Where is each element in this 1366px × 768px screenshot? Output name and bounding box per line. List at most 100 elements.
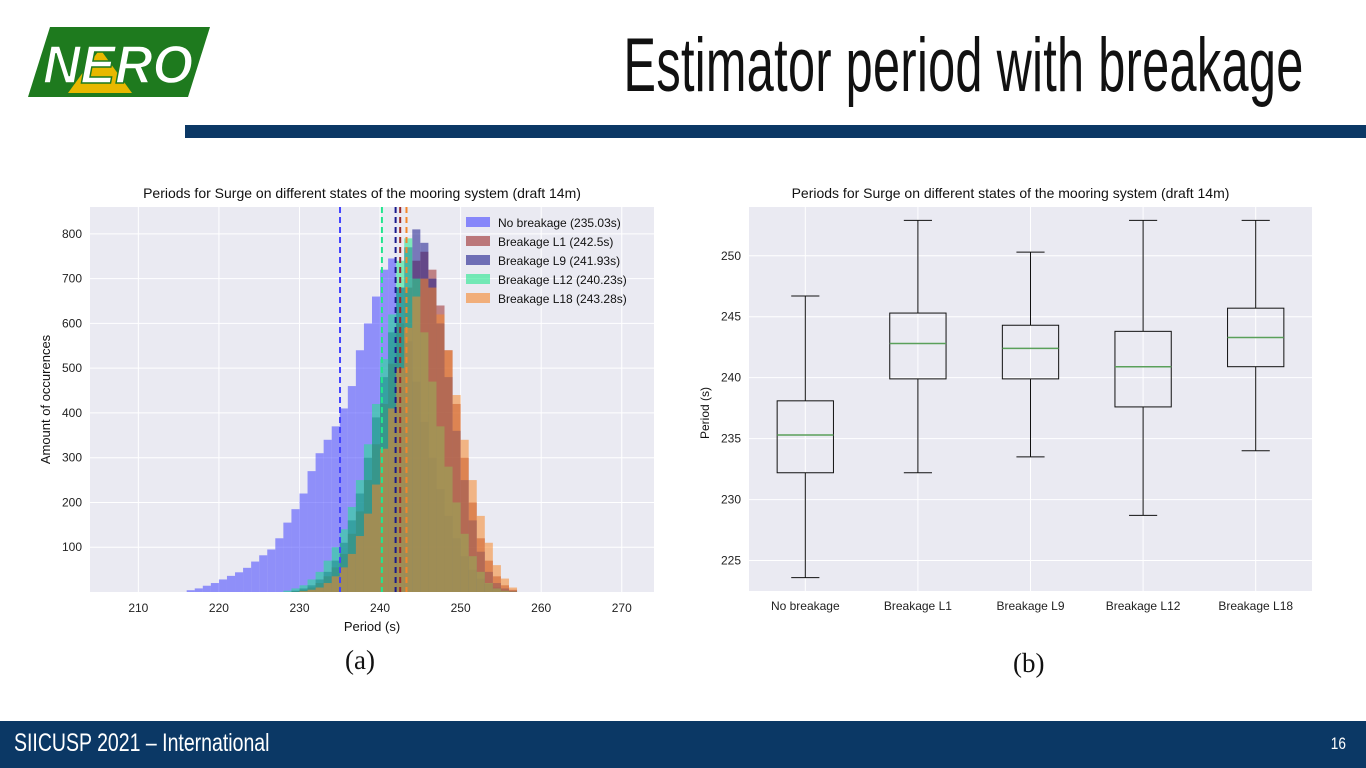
legend-label: Breakage L12 (240.23s) [498, 273, 627, 287]
x-tick-label: 250 [451, 601, 471, 615]
y-tick-label: 230 [721, 493, 741, 507]
chart-title: Periods for Surge on different states of… [143, 185, 581, 201]
histogram-bar [283, 522, 292, 592]
y-tick-label: 235 [721, 432, 741, 446]
legend-swatch [466, 217, 490, 227]
boxplot-chart: No breakage Breakage L1 Breakage L9 Breakag… [698, 185, 1312, 613]
legend-label: No breakage (235.03s) [498, 216, 621, 230]
slide-title: Estimator period with breakage [623, 23, 1304, 108]
histogram-bar [323, 583, 332, 592]
histogram-bar [331, 576, 340, 592]
histogram-bar [420, 278, 429, 592]
histogram-bar [291, 509, 300, 592]
legend-swatch [466, 274, 490, 284]
histogram-bar [380, 448, 389, 592]
histogram-bar [404, 327, 413, 592]
y-axis-label: Period (s) [698, 387, 712, 439]
legend-label: Breakage L1 (242.5s) [498, 235, 613, 249]
histogram-bar [363, 513, 372, 592]
histogram-bar [243, 567, 252, 592]
x-axis-label: Period (s) [344, 619, 400, 634]
y-tick-label: 100 [62, 540, 82, 554]
y-tick-label: 250 [721, 249, 741, 263]
box-iqr [1114, 330, 1172, 408]
histogram-bar [323, 439, 332, 592]
histogram-bar [315, 453, 324, 592]
legend-swatch [466, 293, 490, 303]
x-tick-label: 220 [209, 601, 229, 615]
histogram-bar [460, 439, 469, 592]
histogram-bar [299, 493, 308, 592]
histogram-bar [259, 555, 268, 592]
histogram-bar [347, 506, 356, 592]
histogram-bar [347, 386, 356, 592]
histogram-bar [476, 515, 485, 592]
histogram-bar [500, 578, 509, 592]
footer-conference: SIICUSP 2021 – International [14, 729, 270, 757]
x-tick-label: 270 [612, 601, 632, 615]
x-tick-label: Breakage L12 [1106, 599, 1181, 613]
histogram-bar [331, 547, 340, 592]
histogram-bar [275, 538, 284, 592]
histogram-bar [339, 567, 348, 592]
histogram-bar [339, 529, 348, 592]
histogram-bar [428, 287, 437, 592]
histogram-bar [267, 549, 276, 592]
x-tick-label: Breakage L1 [884, 599, 952, 613]
histogram-bar [484, 542, 493, 592]
legend-label: Breakage L9 (241.93s) [498, 254, 620, 268]
histogram-bar [339, 408, 348, 592]
histogram-chart: 210 220 230 240 250 260 270 100 200 300 400 500 600 7… [38, 185, 654, 634]
histogram-bar [492, 565, 501, 592]
page-number: 16 [1330, 734, 1346, 753]
logo-background [28, 27, 210, 97]
x-tick-label: Breakage L9 [996, 599, 1064, 613]
box-iqr [1001, 324, 1060, 380]
histogram-bar [210, 583, 219, 592]
histogram-bar [436, 314, 445, 592]
histogram-bar [235, 572, 244, 592]
y-axis-label: Amount of occurences [38, 334, 53, 464]
histogram-bar [299, 585, 308, 592]
legend-swatch [466, 255, 490, 265]
histogram-bar [388, 408, 397, 592]
histogram-bar [444, 350, 453, 592]
histogram-bar [468, 480, 477, 592]
histogram-bar [194, 588, 203, 592]
histogram-bar [307, 589, 316, 592]
x-tick-label: Breakage L18 [1218, 599, 1293, 613]
box-iqr [889, 312, 947, 380]
histogram-bar [283, 590, 292, 592]
panel-label-b: (b) [1013, 648, 1045, 678]
histogram-bar [508, 587, 518, 592]
histogram-bar [251, 561, 260, 592]
y-tick-label: 600 [62, 316, 82, 330]
histogram-bar [315, 587, 324, 592]
histogram-bar [452, 395, 461, 592]
footer-bar: SIICUSP 2021 – International 16 [0, 721, 1366, 768]
histogram-bar [372, 484, 381, 592]
x-tick-label: 210 [128, 601, 148, 615]
x-tick-label: 260 [531, 601, 551, 615]
y-tick-label: 245 [721, 310, 741, 324]
x-tick-label: 240 [370, 601, 390, 615]
histogram-bar [299, 591, 308, 592]
histogram-bar [291, 588, 300, 592]
y-tick-label: 200 [62, 495, 82, 509]
x-tick-label: 230 [289, 601, 309, 615]
y-tick-label: 300 [62, 451, 82, 465]
histogram-bar [186, 590, 195, 592]
histogram-bar [412, 296, 421, 592]
histogram-bar [202, 585, 211, 592]
y-tick-label: 800 [62, 227, 82, 241]
y-tick-label: 240 [721, 371, 741, 385]
histogram-bar [347, 553, 356, 592]
histogram-bar [307, 471, 316, 592]
y-tick-label: 225 [721, 554, 741, 568]
legend-swatch [466, 236, 490, 246]
nero-logo: NERO [28, 27, 210, 97]
x-tick-label: No breakage [771, 599, 840, 613]
histogram-bar [307, 579, 316, 592]
histogram-bar [218, 579, 227, 592]
y-tick-label: 500 [62, 361, 82, 375]
